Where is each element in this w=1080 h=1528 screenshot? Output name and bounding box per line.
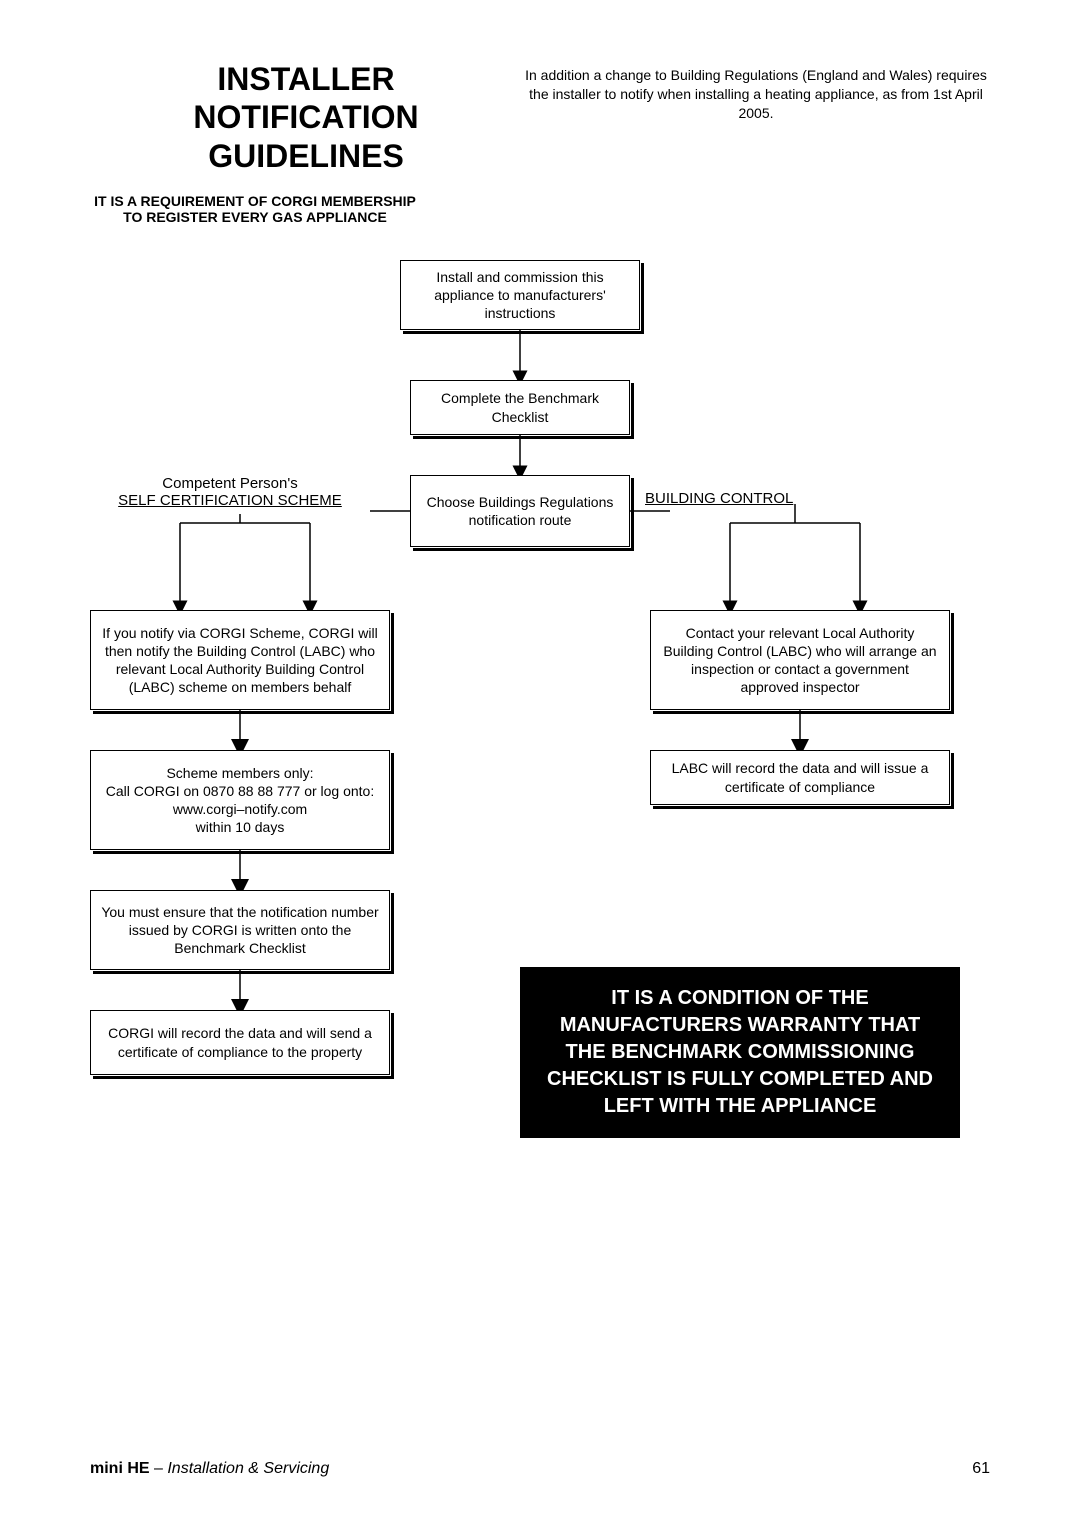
subhead-line2: TO REGISTER EVERY GAS APPLIANCE xyxy=(123,209,387,225)
node-ensure-number: You must ensure that the notification nu… xyxy=(90,890,390,970)
node-corgi-notify: If you notify via CORGI Scheme, CORGI wi… xyxy=(90,610,390,710)
footer-doc: Installation & Servicing xyxy=(167,1460,329,1477)
title-line2: NOTIFICATION xyxy=(193,99,418,135)
page-title: INSTALLER NOTIFICATION GUIDELINES xyxy=(90,60,522,175)
footer-left: mini HE – Installation & Servicing xyxy=(90,1460,329,1478)
label-self-cert: Competent Person's SELF CERTIFICATION SC… xyxy=(90,475,370,509)
footer-page-number: 61 xyxy=(972,1460,990,1478)
node-install: Install and commission this appliance to… xyxy=(400,260,640,330)
label-self-cert-l1: Competent Person's xyxy=(162,475,297,492)
addendum-text: In addition a change to Building Regulat… xyxy=(522,60,990,175)
label-self-cert-l2: SELF CERTIFICATION SCHEME xyxy=(118,492,342,509)
warranty-callout: IT IS A CONDITION OF THE MANUFACTURERS W… xyxy=(520,967,960,1138)
footer-sep: – xyxy=(150,1460,168,1477)
node-scheme-members: Scheme members only: Call CORGI on 0870 … xyxy=(90,750,390,850)
flowchart: Competent Person's SELF CERTIFICATION SC… xyxy=(90,260,990,1210)
node-labc-record: LABC will record the data and will issue… xyxy=(650,750,950,805)
label-building-control: BUILDING CONTROL xyxy=(645,490,945,507)
node-contact-labc: Contact your relevant Local Authority Bu… xyxy=(650,610,950,710)
subhead-line1: IT IS A REQUIREMENT OF CORGI MEMBERSHIP xyxy=(94,193,416,209)
node-corgi-record: CORGI will record the data and will send… xyxy=(90,1010,390,1075)
title-line3: GUIDELINES xyxy=(208,138,404,174)
title-line1: INSTALLER xyxy=(217,61,394,97)
page-footer: mini HE – Installation & Servicing 61 xyxy=(90,1460,990,1478)
subhead: IT IS A REQUIREMENT OF CORGI MEMBERSHIP … xyxy=(0,185,510,225)
node-choose: Choose Buildings Regulations notificatio… xyxy=(410,475,630,547)
node-benchmark: Complete the Benchmark Checklist xyxy=(410,380,630,435)
footer-product: mini HE xyxy=(90,1460,150,1477)
